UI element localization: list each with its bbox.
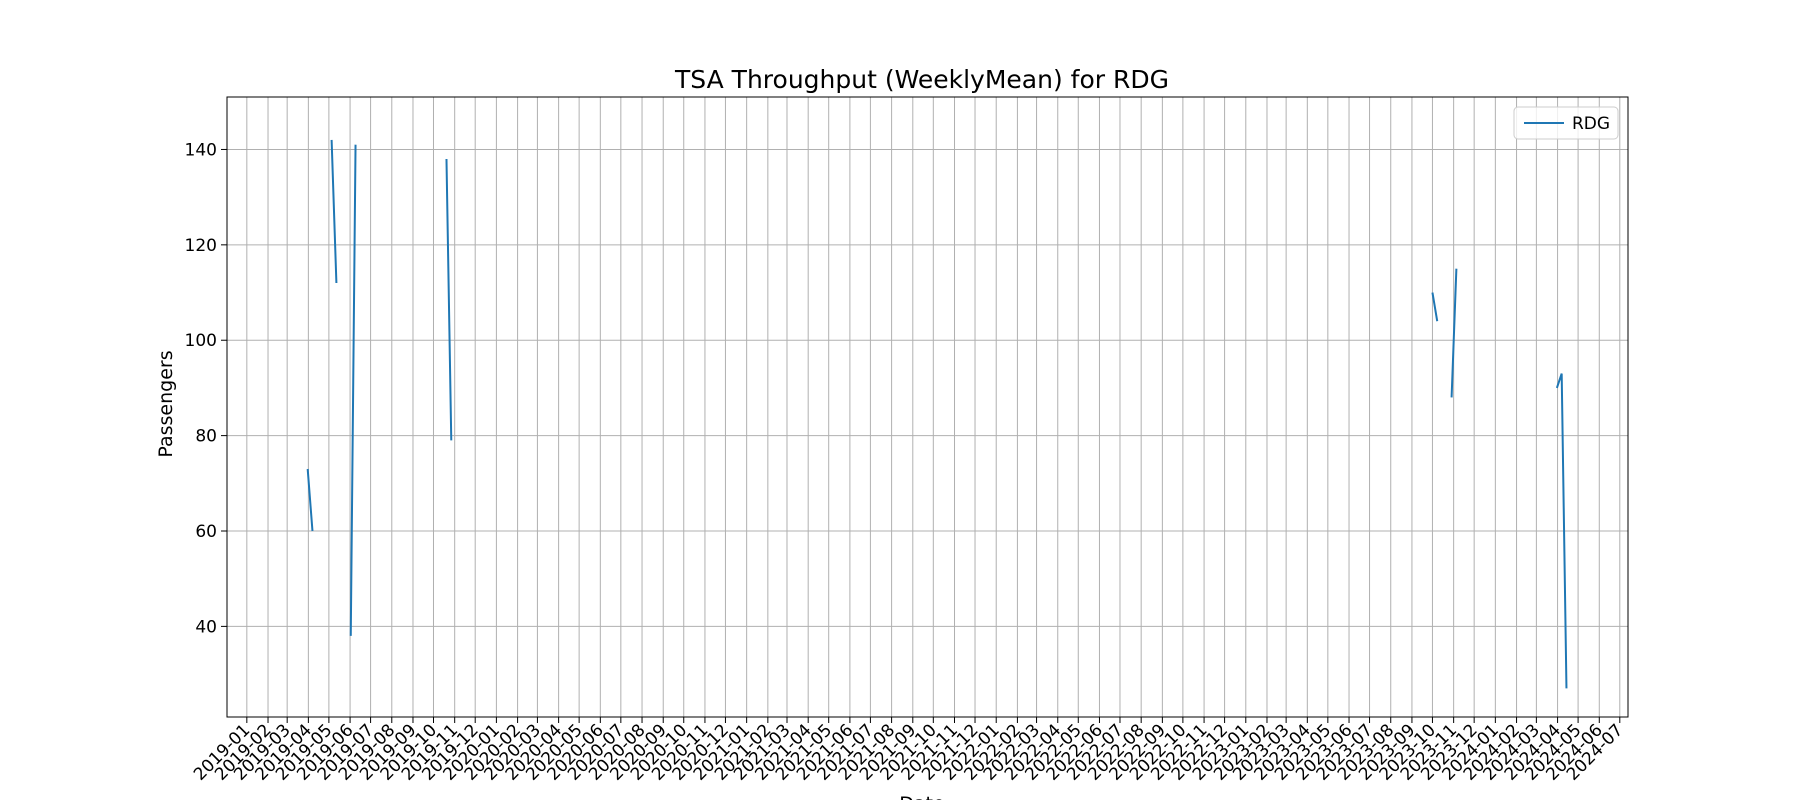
- plot-frame: [227, 97, 1628, 717]
- y-tick-label: 80: [195, 427, 217, 447]
- chart-title: TSA Throughput (WeeklyMean) for RDG: [674, 65, 1169, 94]
- y-axis-label: Passengers: [155, 350, 177, 457]
- y-tick-label: 40: [195, 617, 217, 637]
- legend-label: RDG: [1572, 114, 1610, 134]
- y-tick-label: 100: [185, 331, 217, 351]
- y-tick-label: 140: [185, 140, 217, 160]
- y-tick-label: 120: [185, 236, 217, 256]
- y-tick-label: 60: [195, 522, 217, 542]
- x-axis-label: Date: [899, 793, 944, 800]
